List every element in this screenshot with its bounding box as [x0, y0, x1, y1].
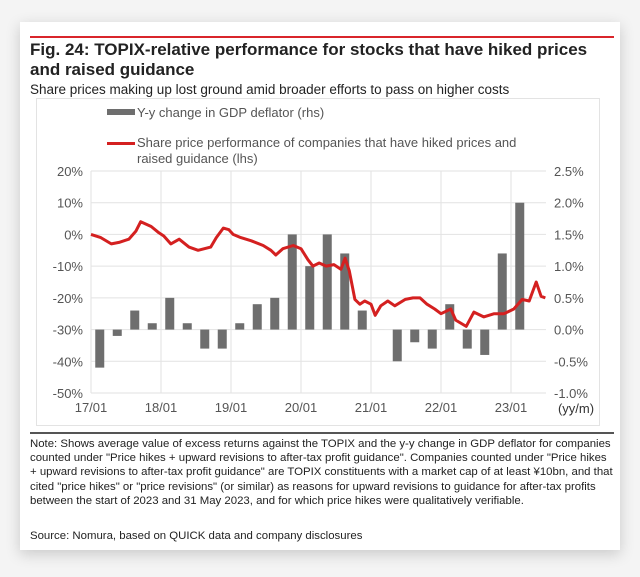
left-tick-label: -50% [53, 386, 84, 401]
x-tick-label: 20/01 [285, 400, 318, 415]
bar [480, 329, 490, 355]
bar [95, 329, 105, 368]
bar [147, 323, 157, 330]
right-tick-label: -0.5% [554, 354, 588, 369]
line-series [90, 220, 546, 328]
right-tick-label: 0.0% [554, 323, 584, 338]
share-price-line [90, 220, 546, 328]
left-tick-label: 20% [57, 164, 83, 179]
legend-bar-swatch [107, 109, 135, 115]
left-tick-label: 10% [57, 196, 83, 211]
bar [235, 323, 245, 330]
right-tick-label: 2.5% [554, 164, 584, 179]
bar [287, 234, 297, 330]
chart-area: Y-y change in GDP deflator (rhs) Share p… [36, 98, 600, 426]
right-tick-label: 2.0% [554, 196, 584, 211]
legend: Y-y change in GDP deflator (rhs) Share p… [107, 105, 516, 166]
legend-line-label-cont: raised guidance (lhs) [137, 151, 258, 166]
bar [515, 202, 525, 330]
right-axis: 2.5% 2.0% 1.5% 1.0% 0.5% 0.0% -0.5% -1.0% [554, 164, 588, 401]
bar [130, 310, 140, 330]
bar [427, 329, 437, 349]
right-tick-label: 0.5% [554, 291, 584, 306]
figure-source: Source: Nomura, based on QUICK data and … [30, 530, 363, 542]
bar [340, 253, 350, 330]
bar [270, 297, 280, 330]
bar [305, 266, 315, 330]
bar [357, 310, 367, 330]
bar [182, 323, 192, 330]
bar-series [95, 202, 525, 368]
right-tick-label: 1.0% [554, 259, 584, 274]
figure-note: Note: Shows average value of excess retu… [30, 438, 613, 507]
chart-svg: Y-y change in GDP deflator (rhs) Share p… [53, 105, 594, 416]
grid [90, 170, 546, 394]
figure-title: Fig. 24: TOPIX-relative performance for … [30, 40, 588, 79]
legend-bar-label: Y-y change in GDP deflator (rhs) [137, 105, 324, 120]
right-tick-label: -1.0% [554, 386, 588, 401]
left-tick-label: -10% [53, 259, 84, 274]
left-tick-label: -30% [53, 323, 84, 338]
accent-rule [30, 36, 614, 38]
legend-line-swatch [107, 142, 135, 145]
bar [200, 329, 210, 349]
left-axis: 20% 10% 0% -10% -20% -30% -40% -50% [53, 164, 84, 401]
left-tick-label: 0% [64, 227, 83, 242]
bar [462, 329, 472, 349]
bar [217, 329, 227, 349]
x-tick-label: 21/01 [355, 400, 388, 415]
figure-card: Fig. 24: TOPIX-relative performance for … [20, 22, 620, 550]
x-tick-label: 17/01 [75, 400, 108, 415]
x-tick-label: 18/01 [145, 400, 178, 415]
x-axis: 17/01 18/01 19/01 20/01 21/01 22/01 23/01 (yy/m… [75, 400, 594, 416]
x-tick-label: 23/01 [495, 400, 528, 415]
bar [322, 234, 332, 330]
note-divider [30, 432, 614, 434]
x-tick-label: 22/01 [425, 400, 458, 415]
bar [410, 329, 420, 343]
bar [165, 297, 175, 330]
bar [392, 329, 402, 362]
figure-subtitle: Share prices making up lost ground amid … [30, 82, 510, 97]
bar [445, 304, 455, 330]
left-tick-label: -40% [53, 354, 84, 369]
bar [252, 304, 262, 330]
bar [497, 253, 507, 330]
x-tick-label: 19/01 [215, 400, 248, 415]
x-axis-unit-label: (yy/m) [558, 401, 594, 416]
bar [112, 329, 122, 336]
right-tick-label: 1.5% [554, 227, 584, 242]
left-tick-label: -20% [53, 291, 84, 306]
legend-line-label: Share price performance of companies tha… [137, 135, 516, 150]
